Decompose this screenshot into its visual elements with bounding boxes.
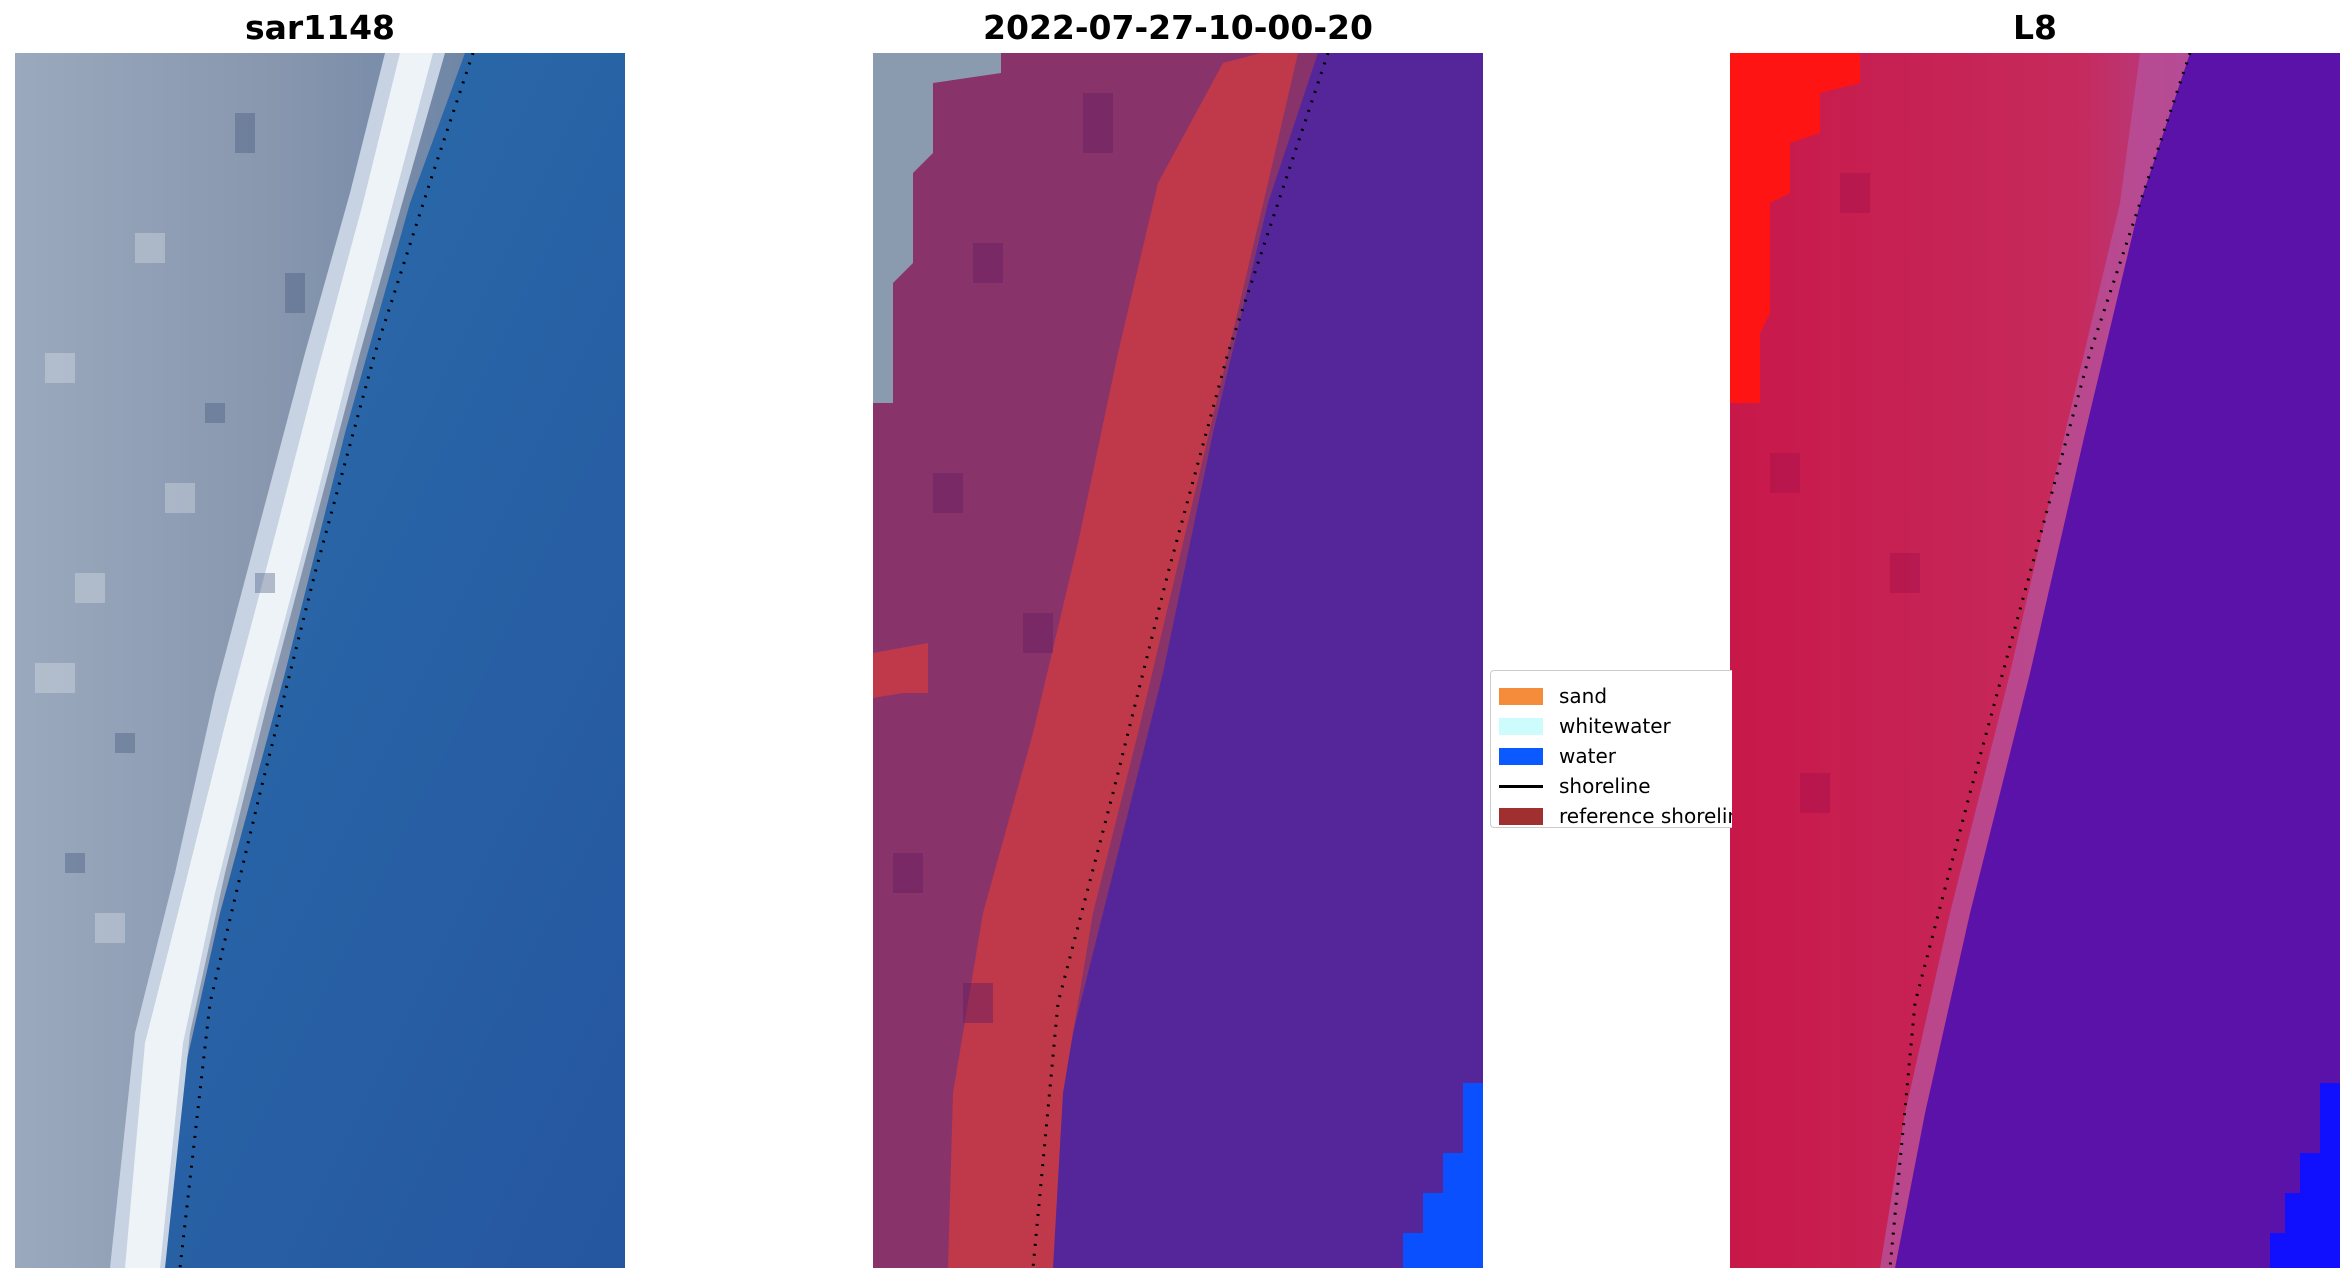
- l8-image: [1730, 53, 2340, 1268]
- rgb-image: [15, 53, 625, 1268]
- legend-swatch: [1499, 747, 1543, 765]
- legend-item-water: water: [1499, 743, 1616, 769]
- legend-line: [1499, 784, 1543, 788]
- legend-label: water: [1559, 744, 1616, 768]
- panel-title: sar1148: [244, 8, 396, 47]
- legend-label: shoreline: [1559, 774, 1651, 798]
- legend-swatch: [1499, 717, 1543, 735]
- panel-l8: L8: [1730, 0, 2340, 1283]
- legend-swatch: [1499, 687, 1543, 705]
- panel-title: 2022-07-27-10-00-20: [983, 8, 1373, 47]
- legend: sand whitewater water shoreline referenc…: [1490, 670, 1732, 828]
- legend-item-shoreline: shoreline: [1499, 773, 1651, 799]
- legend-label: whitewater: [1559, 714, 1671, 738]
- legend-item-whitewater: whitewater: [1499, 713, 1671, 739]
- legend-label: reference shoreline: [1559, 804, 1732, 828]
- classified-image: [873, 53, 1483, 1268]
- legend-item-sand: sand: [1499, 683, 1607, 709]
- legend-item-reference-shoreline: reference shoreline: [1499, 803, 1732, 828]
- panel-title: L8: [2013, 8, 2057, 47]
- panel-classified: 2022-07-27-10-00-20: [873, 0, 1483, 1283]
- legend-swatch: [1499, 807, 1543, 825]
- panel-rgb: sar1148: [15, 0, 625, 1283]
- legend-label: sand: [1559, 684, 1608, 708]
